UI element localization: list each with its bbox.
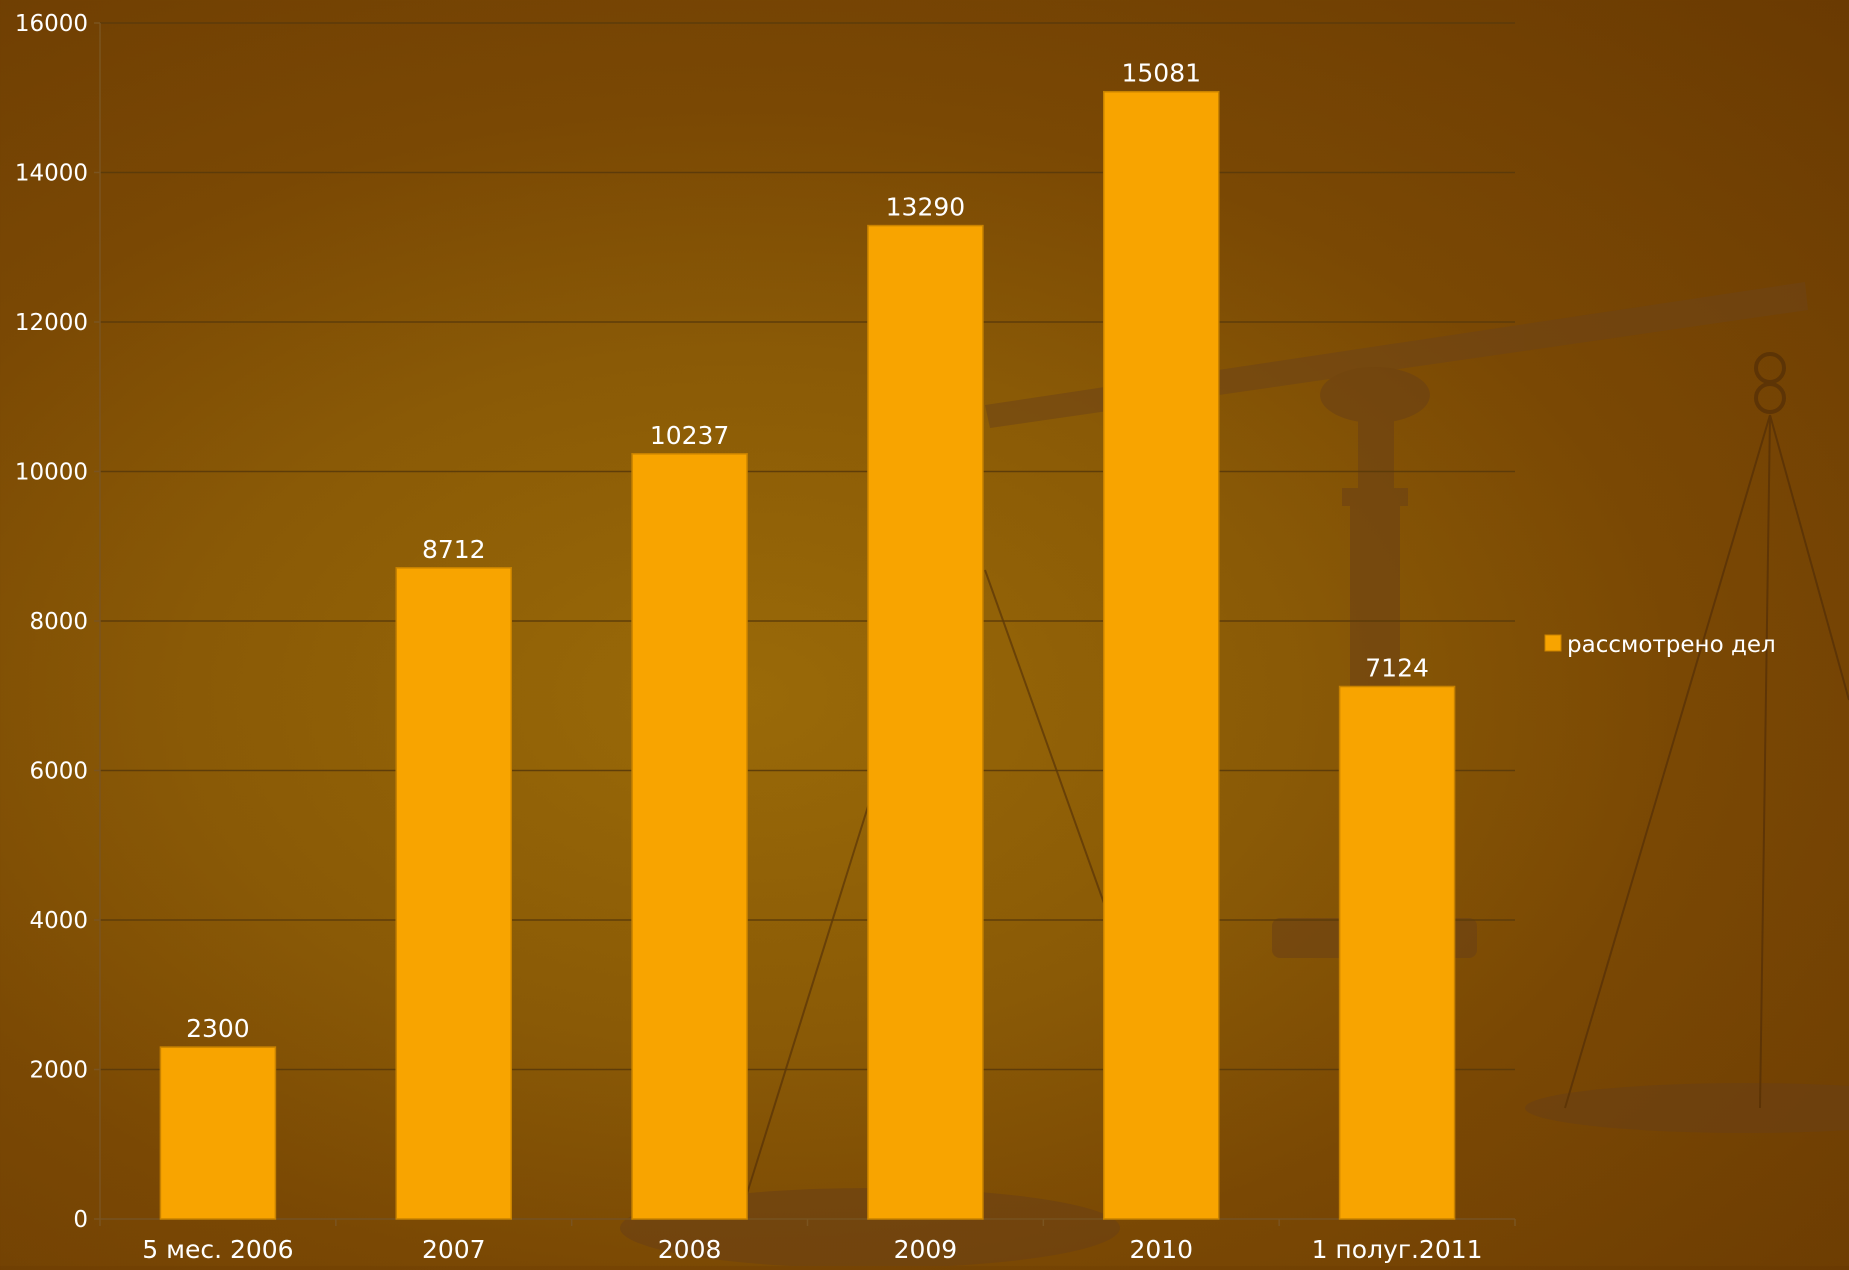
bar [159, 1046, 277, 1220]
bar [395, 567, 512, 1220]
bar [631, 453, 748, 1220]
scales-of-justice-icon [620, 282, 1849, 1268]
legend-label: рассмотрено дел [1567, 632, 1776, 658]
x-tick-label: 5 мес. 2006 [142, 1235, 293, 1264]
data-label: 13290 [886, 193, 966, 222]
data-label: 15081 [1121, 59, 1201, 88]
x-tick-label: 1 полуг.2011 [1312, 1235, 1483, 1264]
bar [1103, 90, 1220, 1220]
y-tick-label: 14000 [15, 161, 88, 187]
y-tick-label: 12000 [15, 310, 88, 336]
bar [1338, 685, 1456, 1220]
grid-lines [100, 22, 1515, 1220]
y-tick-label: 16000 [15, 11, 88, 37]
data-label: 10237 [650, 421, 730, 450]
y-tick-label: 0 [73, 1207, 88, 1233]
data-label: 2300 [186, 1014, 250, 1043]
y-tick-label: 4000 [29, 908, 88, 934]
y-tick-label: 2000 [29, 1058, 88, 1084]
data-label: 8712 [422, 535, 486, 564]
data-labels: 2300 8712 10237 13290 15081 7124 [186, 59, 1429, 1043]
y-tick-label: 10000 [15, 460, 88, 486]
x-tick-label: 2009 [894, 1235, 958, 1264]
bar [867, 224, 984, 1220]
y-tick-label: 8000 [29, 609, 88, 635]
legend: рассмотрено дел [1544, 632, 1776, 658]
legend-swatch [1544, 634, 1562, 652]
bars [159, 90, 1456, 1220]
x-tick-label: 2007 [422, 1235, 486, 1264]
axes: 0 2000 4000 6000 8000 10000 12000 14000 16000 5 м… [15, 11, 1516, 1264]
data-label: 7124 [1365, 653, 1429, 682]
y-tick-label: 6000 [29, 759, 88, 785]
x-tick-label: 2010 [1129, 1235, 1193, 1264]
x-tick-label: 2008 [658, 1235, 722, 1264]
